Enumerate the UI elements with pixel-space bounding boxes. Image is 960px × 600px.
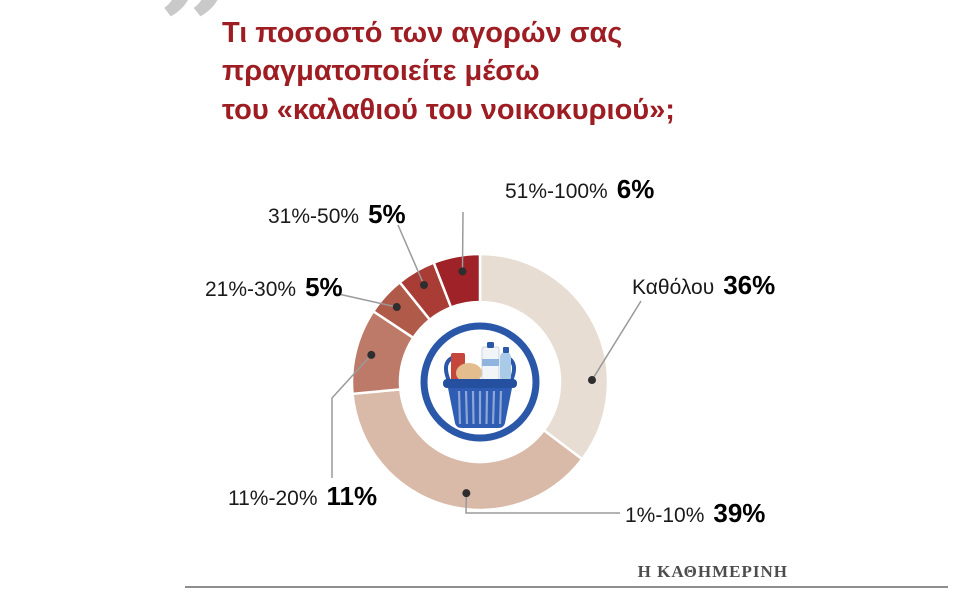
callout-value: 39% [713, 498, 766, 528]
chart-title: Τι ποσοστό των αγορών σας πραγματοποιείτ… [222, 17, 675, 126]
leader-line [591, 300, 642, 381]
donut-segment-1%-10% [351, 388, 584, 512]
leader-dot [392, 303, 401, 312]
callout-range: 21%-30% [205, 278, 297, 301]
callout-value: 6% [616, 174, 655, 204]
callout-value: 11% [326, 481, 378, 511]
callout-21-30: 21%-30% 5% [205, 272, 343, 303]
leader-line [333, 292, 397, 308]
leader-dot [420, 281, 428, 290]
callout-range: 11%-20% [228, 487, 318, 510]
footer-divider [185, 586, 948, 588]
callout-range: Καθόλου [632, 276, 715, 299]
callout-range: 1%-10% [625, 504, 705, 527]
callout-11-20: 11%-20% 11% [228, 481, 377, 512]
quote-icon: ” [158, 0, 233, 105]
leader-line [331, 354, 372, 478]
brand-logo: Η ΚΑΘΗΜΕΡΙΝΗ [637, 562, 788, 581]
callout-value: 5% [368, 199, 406, 229]
callout-none: Καθόλου 36% [632, 270, 775, 301]
leader-line [461, 211, 464, 272]
callout-range: 31%-50% [268, 205, 360, 228]
leader-dot [458, 267, 467, 276]
leader-dot [462, 489, 471, 498]
callout-value: 36% [723, 270, 776, 300]
leader-dot [587, 376, 596, 385]
shopping-basket-icon [420, 322, 540, 442]
callout-leaders [331, 211, 642, 514]
leader-line [465, 493, 620, 514]
callout-range: 51%-100% [505, 180, 608, 203]
leader-dot [367, 350, 376, 359]
leader-line [397, 224, 425, 286]
donut-segments [350, 252, 610, 512]
callout-value: 5% [305, 272, 343, 302]
callout-1-10: 1%-10% 39% [625, 498, 765, 529]
callout-51-100: 51%-100% 6% [505, 174, 654, 205]
callout-31-50: 31%-50% 5% [268, 199, 406, 230]
donut-segment-51%-100% [432, 252, 482, 309]
donut-segment-Καθόλου [478, 252, 610, 461]
